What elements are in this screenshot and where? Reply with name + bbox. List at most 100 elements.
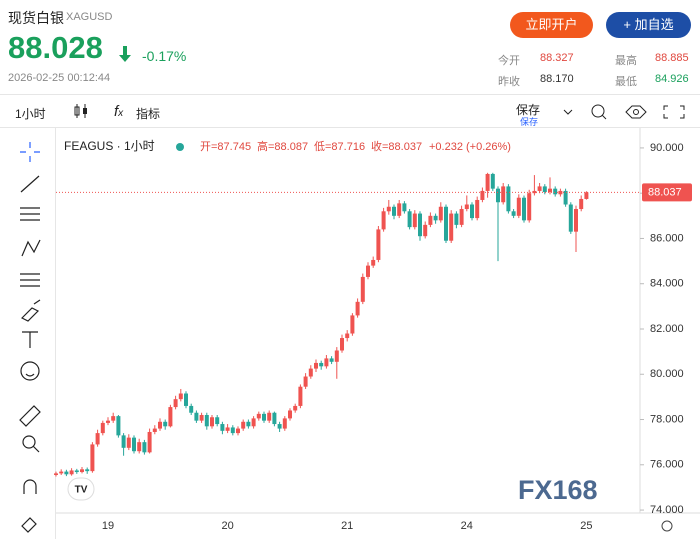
candle-body [251, 418, 256, 427]
candle-body [163, 421, 168, 427]
candle-body [168, 407, 173, 427]
candle-body [142, 442, 147, 453]
watchlist-button[interactable]: + 加自选 [606, 12, 691, 38]
candle-body [204, 414, 209, 427]
title: 现货白银 [8, 10, 64, 26]
candle-body [418, 213, 422, 237]
divider [0, 94, 700, 95]
candle-body [236, 428, 240, 434]
candle-body [220, 424, 225, 431]
candle-body [95, 433, 100, 445]
legend-ohlc: 高=88.087 [257, 139, 308, 153]
x-tick-label: 24 [461, 520, 473, 532]
candle-body [80, 469, 84, 473]
candle-body [563, 190, 568, 205]
candle-body [506, 186, 511, 212]
stat-value: 88.327 [540, 52, 574, 64]
save-status: 保存 [520, 117, 539, 127]
candle-body [412, 213, 417, 228]
candle-body [173, 399, 178, 408]
candle-body [152, 428, 157, 432]
candle-body [121, 435, 126, 448]
interval-button[interactable]: 1小时 [15, 107, 46, 121]
symbol: XAGUSD [66, 11, 113, 23]
candle-body [69, 470, 74, 475]
candle-body [470, 204, 474, 219]
candle-body [444, 206, 448, 241]
candle-body [501, 186, 506, 203]
candle-body [454, 213, 459, 225]
last-price-tag [642, 183, 692, 202]
candle-body [106, 420, 110, 423]
y-tick-label: 84.000 [650, 278, 684, 290]
indicators-button[interactable]: 指标 [136, 107, 161, 121]
candle-body [438, 206, 443, 221]
candle-body [272, 412, 277, 425]
candle-body [579, 198, 584, 210]
settings-icon[interactable] [661, 520, 673, 532]
toolbar-icons [563, 104, 685, 120]
x-tick-label: 25 [580, 520, 592, 532]
stat-value: 84.926 [655, 73, 689, 85]
candle-body [329, 358, 334, 362]
candle-body [360, 276, 365, 302]
stat-value: 88.885 [655, 52, 689, 64]
candle-body [537, 186, 542, 191]
candle-body [496, 188, 500, 203]
candle-body [54, 473, 58, 475]
x-tick-label: 19 [102, 520, 114, 532]
price: 88.028 [8, 30, 103, 65]
legend-symbol: FEAGUS · 1小时 [64, 139, 155, 153]
candle-body [532, 190, 537, 194]
candle-body [288, 410, 292, 419]
candle-body [126, 437, 131, 448]
candle-body [225, 427, 230, 431]
candle-body [475, 199, 480, 219]
open-account-button[interactable]: 立即开户 [510, 12, 593, 38]
candle-body [116, 416, 121, 436]
candle-body [319, 362, 324, 367]
candle-body [189, 405, 194, 413]
candle-body [574, 209, 578, 232]
timestamp: 2026-02-25 00:12:44 [8, 72, 111, 84]
candle-body [464, 204, 469, 210]
candle-body [246, 421, 251, 427]
candle-body [402, 203, 407, 212]
candle-body [459, 209, 464, 225]
fx-icon: fx [114, 103, 124, 120]
tv-logo-text: TV [75, 485, 88, 496]
candle-body [132, 437, 136, 452]
candle-body [230, 427, 235, 434]
stat-label: 最高 [615, 55, 637, 67]
stat-label: 昨收 [498, 76, 520, 88]
candle-body [345, 333, 350, 339]
candle-body [392, 206, 396, 216]
candle-body [423, 224, 428, 237]
candle-body [282, 418, 287, 429]
candle-body [215, 417, 220, 425]
x-tick-label: 20 [221, 520, 233, 532]
candle-body [262, 413, 266, 421]
candle-body [184, 393, 188, 406]
candle-body [428, 215, 433, 225]
y-tick-label: 76.000 [650, 459, 684, 471]
y-tick-label: 82.000 [650, 323, 684, 335]
candle-body [210, 417, 214, 427]
legend-ohlc: 收=88.037 [371, 139, 422, 153]
y-tick-label: 90.000 [650, 142, 684, 154]
candle-body [548, 188, 552, 193]
drawing-tools [19, 142, 41, 533]
y-tick-label: 74.000 [650, 504, 684, 516]
save-button[interactable]: 保存 [516, 103, 541, 117]
stat-value: 88.170 [540, 73, 574, 85]
candle-body [199, 414, 204, 421]
candle-body [298, 386, 303, 406]
stat-label: 最低 [615, 76, 637, 88]
candle-body [147, 431, 152, 453]
candle-body [553, 188, 558, 195]
candle-type-button[interactable] [72, 102, 90, 120]
candle-body [178, 393, 183, 400]
candle-body [371, 259, 376, 266]
candle-body [527, 193, 532, 221]
